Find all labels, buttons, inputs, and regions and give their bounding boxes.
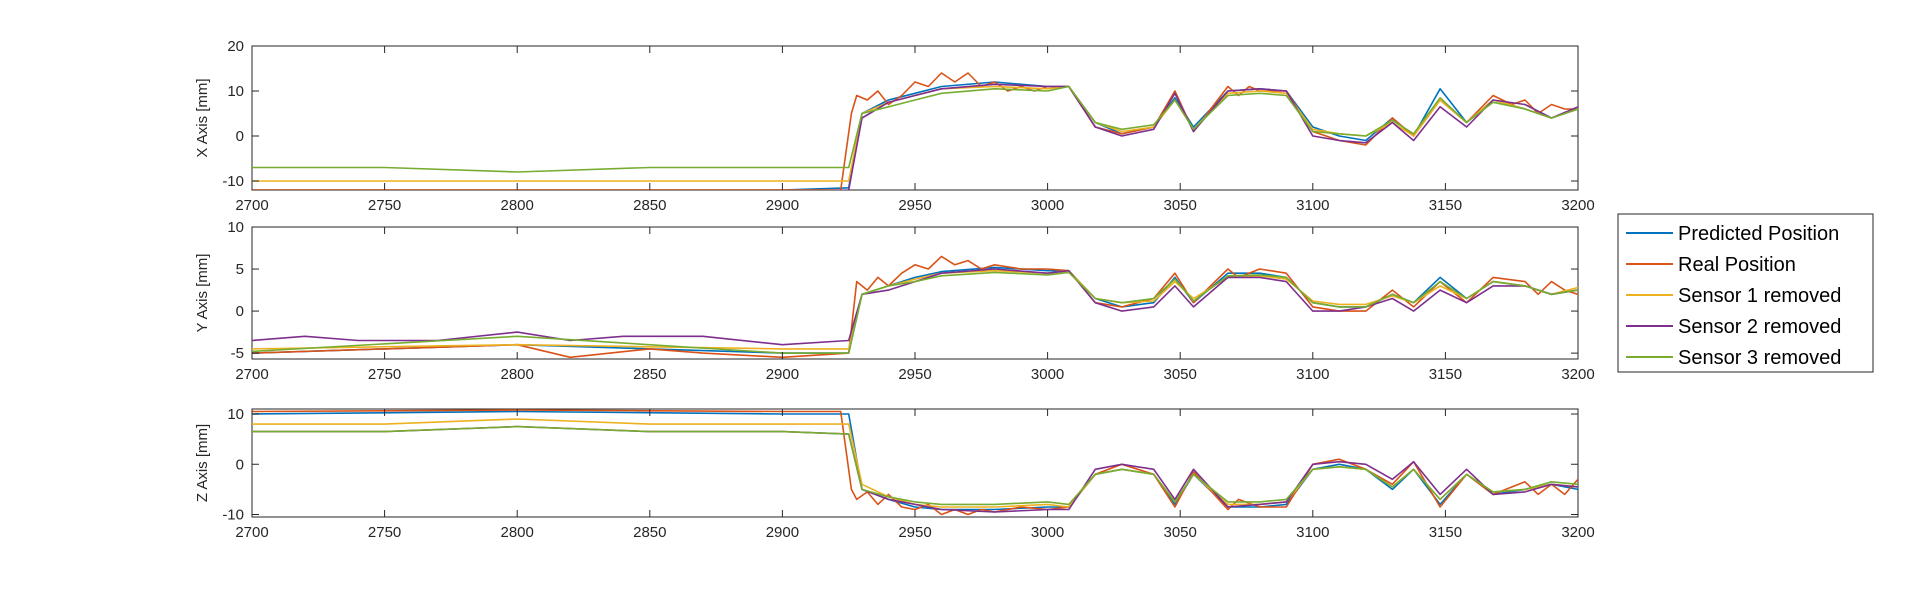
- x-tick-label: 3050: [1164, 197, 1197, 214]
- subplot-3: 2700 2750 2800 2850 2900 2950 3000 3050 3100 3150…: [194, 406, 1595, 541]
- series-line-real-position: [252, 409, 1578, 516]
- series-line-sensor-3-removed: [252, 425, 1578, 506]
- x-tick-label: 2950: [898, 524, 931, 541]
- x-tick-label: 3000: [1031, 524, 1064, 541]
- x-tick-label: 2700: [235, 366, 268, 383]
- y-tick-label: -10: [222, 173, 244, 190]
- y-tick-label: -5: [231, 345, 244, 362]
- y-tick-label: -10: [222, 506, 244, 523]
- x-tick-label: 3100: [1296, 524, 1329, 541]
- x-tick-label: 3200: [1561, 524, 1594, 541]
- legend: Predicted Position Real Position Sensor 1 …: [1617, 213, 1874, 373]
- y-tick-label: 5: [236, 261, 244, 278]
- y-axis-label: X Axis [mm]: [194, 78, 211, 157]
- x-tick-label: 2800: [501, 197, 534, 214]
- y-tick-label: 10: [227, 219, 244, 236]
- legend-entry: Real Position: [1678, 254, 1796, 276]
- y-tick-label: 0: [236, 303, 244, 320]
- x-tick-label: 3150: [1429, 366, 1462, 383]
- y-tick-label: 0: [236, 456, 244, 473]
- x-tick-label: 2800: [501, 366, 534, 383]
- x-tick-label: 3050: [1164, 524, 1197, 541]
- legend-entry: Sensor 2 removed: [1678, 316, 1841, 338]
- legend-entry: Sensor 3 removed: [1678, 347, 1841, 369]
- series-line-sensor-3-removed: [252, 85, 1578, 173]
- subplot-2: 2700 2750 2800 2850 2900 2950 3000 3050 3100 3150…: [194, 219, 1595, 383]
- x-tick-label: 2850: [633, 524, 666, 541]
- x-tick-label: 2850: [633, 366, 666, 383]
- y-axis-label: Y Axis [mm]: [194, 254, 211, 333]
- x-tick-label: 3200: [1561, 197, 1594, 214]
- x-tick-label: 3000: [1031, 197, 1064, 214]
- plot-area: [251, 45, 1579, 191]
- series-line-sensor-2-removed: [825, 83, 1578, 190]
- x-tick-label: 2800: [501, 524, 534, 541]
- x-tick-label: 3200: [1561, 366, 1594, 383]
- y-tick-label: 10: [227, 406, 244, 423]
- legend-box: [1617, 213, 1874, 373]
- y-tick-label: 0: [236, 128, 244, 145]
- y-tick-label: 10: [227, 83, 244, 100]
- x-tick-label: 3050: [1164, 366, 1197, 383]
- legend-entry: Sensor 1 removed: [1678, 285, 1841, 307]
- x-tick-label: 2750: [368, 366, 401, 383]
- subplot-1: 2700 2750 2800 2850 2900 2950 3000 3050 3100 3150…: [194, 38, 1595, 214]
- x-tick-label: 2850: [633, 197, 666, 214]
- x-tick-label: 3150: [1429, 197, 1462, 214]
- x-tick-label: 2950: [898, 366, 931, 383]
- legend-entry: Predicted Position: [1678, 223, 1839, 245]
- x-tick-label: 2700: [235, 524, 268, 541]
- x-tick-label: 2900: [766, 524, 799, 541]
- x-tick-label: 2950: [898, 197, 931, 214]
- x-tick-label: 2900: [766, 197, 799, 214]
- x-tick-label: 2900: [766, 366, 799, 383]
- y-axis-label: Z Axis [mm]: [194, 424, 211, 502]
- x-tick-label: 2700: [235, 197, 268, 214]
- plot-area: [251, 408, 1579, 518]
- series-line-sensor-3-removed: [252, 271, 1578, 354]
- x-tick-label: 2750: [368, 524, 401, 541]
- x-tick-label: 3100: [1296, 197, 1329, 214]
- x-tick-label: 3150: [1429, 524, 1462, 541]
- x-tick-label: 3100: [1296, 366, 1329, 383]
- y-tick-label: 20: [227, 38, 244, 55]
- x-tick-label: 3000: [1031, 366, 1064, 383]
- x-tick-label: 2750: [368, 197, 401, 214]
- series-line-sensor-2-removed: [252, 268, 1578, 346]
